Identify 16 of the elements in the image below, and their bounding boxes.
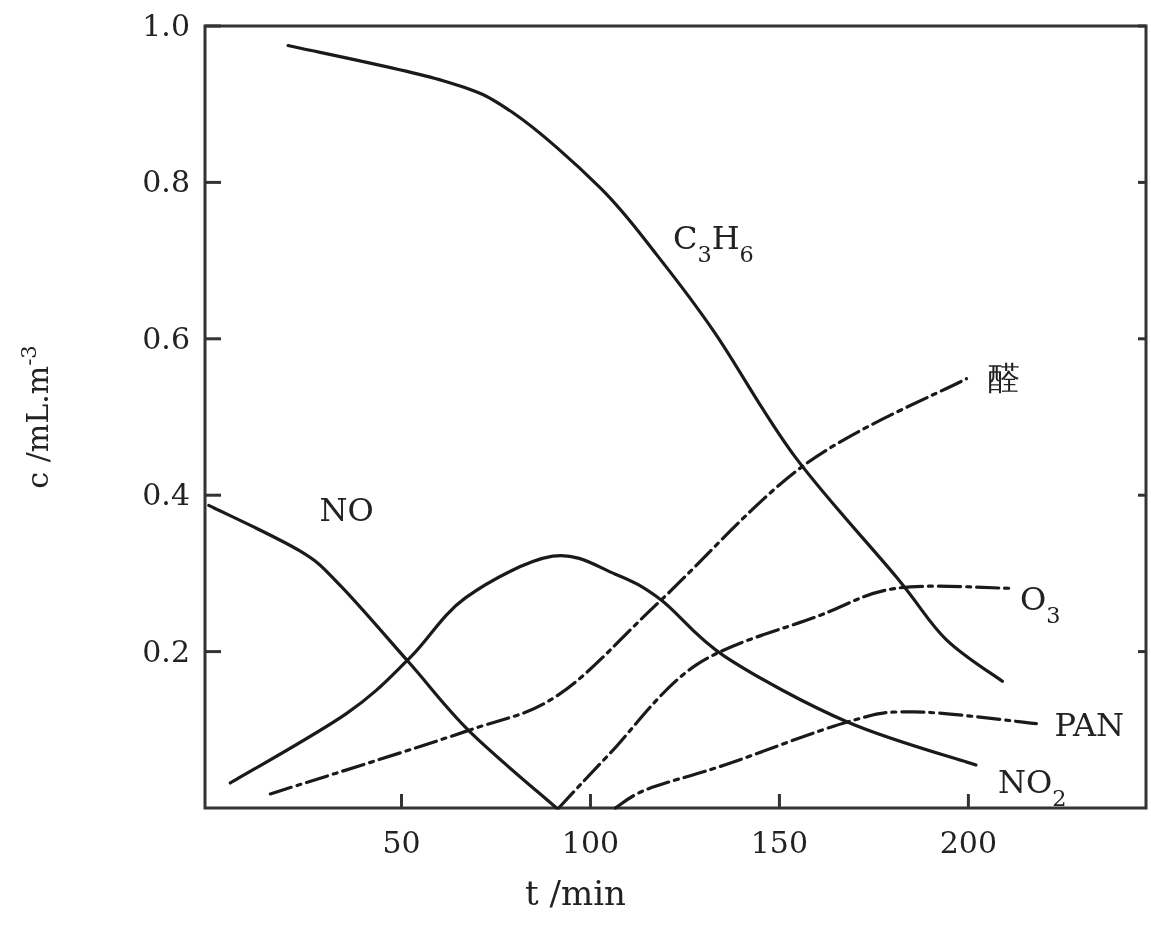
x-tick-label: 150: [750, 825, 809, 860]
series-label: NO$_{2}$: [997, 762, 1067, 811]
y-tick-label: 1.0: [142, 8, 190, 43]
y-tick-label: 0.2: [142, 633, 190, 669]
x-axis-title: t /min: [525, 873, 626, 913]
y-tick-label: 0.6: [142, 320, 190, 356]
series-label: C$_{3}$H$_{6}$: [672, 219, 754, 268]
series-label: 醛: [988, 358, 1021, 397]
y-tick-label: 0.4: [142, 477, 190, 513]
series-label: O$_{3}$: [1019, 580, 1061, 629]
series-label: NO: [319, 490, 374, 529]
x-tick-label: 100: [561, 825, 620, 860]
series-label: PAN: [1054, 705, 1125, 744]
y-tick-label: 0.8: [142, 164, 190, 200]
x-tick-label: 50: [382, 825, 421, 860]
x-tick-label: 200: [939, 825, 998, 860]
